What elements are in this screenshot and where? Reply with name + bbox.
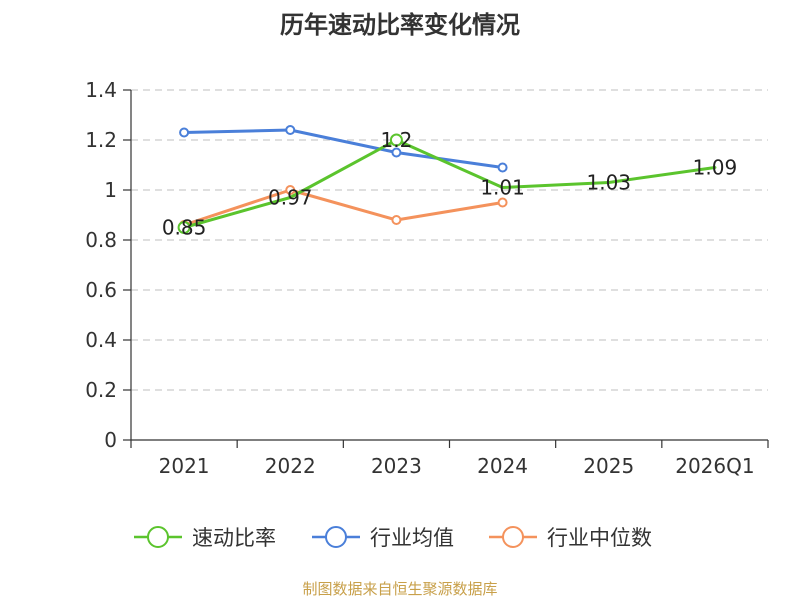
x-tick-label-2022: 2022 bbox=[265, 454, 316, 478]
legend-item-2[interactable]: 行业中位数 bbox=[489, 526, 652, 550]
series-line-1 bbox=[182, 128, 505, 169]
point-1-2023[interactable] bbox=[391, 147, 402, 158]
data-label-2023: 1.2 bbox=[381, 128, 413, 152]
legend-label-2: 行业中位数 bbox=[547, 526, 652, 550]
legend-label-0: 速动比率 bbox=[192, 526, 276, 550]
data-label-2021: 0.85 bbox=[162, 216, 207, 240]
legend-item-1[interactable]: 行业均值 bbox=[312, 526, 454, 550]
point-1-2021[interactable] bbox=[179, 127, 190, 138]
axes: 0 0.2 0.4 0.6 0.8 1 1.2 1.4 2021 2022 2023 2024 2025… bbox=[85, 78, 769, 478]
data-label-2025: 1.03 bbox=[586, 171, 631, 195]
data-labels: 0.85 0.97 1.2 1.01 1.03 1.09 bbox=[162, 128, 737, 240]
x-tick-label-2026Q1: 2026Q1 bbox=[675, 454, 754, 478]
y-tick-label-2: 0.4 bbox=[85, 328, 117, 352]
legend-item-0[interactable]: 速动比率 bbox=[134, 526, 276, 550]
y-tick-label-1: 0.2 bbox=[85, 378, 117, 402]
y-tick-label-4: 0.8 bbox=[85, 228, 117, 252]
series-2 bbox=[179, 185, 508, 230]
series-line-2 bbox=[182, 188, 505, 227]
y-tick-label-3: 0.6 bbox=[85, 278, 117, 302]
legend-marker-2 bbox=[502, 526, 524, 548]
data-label-2024: 1.01 bbox=[480, 176, 525, 200]
source-note: 制图数据来自恒生聚源数据库 bbox=[302, 580, 497, 598]
series-line-0 bbox=[182, 138, 717, 229]
legend[interactable]: 速动比率 行业均值 行业中位数 bbox=[134, 526, 652, 550]
x-tick-label-2025: 2025 bbox=[583, 454, 634, 478]
series-1 bbox=[179, 125, 508, 173]
legend-marker-1 bbox=[325, 526, 347, 548]
data-label-2026Q1: 1.09 bbox=[693, 156, 738, 180]
y-tick-label-0: 0 bbox=[104, 428, 117, 452]
point-1-2024[interactable] bbox=[497, 162, 508, 173]
legend-marker-0 bbox=[147, 526, 169, 548]
x-tick-label-2021: 2021 bbox=[159, 454, 210, 478]
grid-lines bbox=[131, 89, 768, 391]
point-1-2022[interactable] bbox=[285, 125, 296, 135]
y-tick-label-6: 1.2 bbox=[85, 128, 117, 152]
x-tick-label-2024: 2024 bbox=[477, 454, 528, 478]
point-0-2023[interactable] bbox=[389, 133, 403, 147]
y-tick-label-7: 1.4 bbox=[85, 78, 117, 102]
point-0-2021[interactable] bbox=[177, 221, 191, 234]
chart-title: 历年速动比率变化情况 bbox=[280, 11, 520, 39]
data-label-2022: 0.97 bbox=[268, 186, 313, 210]
series-0 bbox=[177, 133, 717, 234]
point-2-2023[interactable] bbox=[391, 215, 402, 225]
legend-label-1: 行业均值 bbox=[370, 526, 454, 550]
series-layer: 0.85 0.97 1.2 1.01 1.03 1.09 bbox=[162, 125, 737, 240]
point-2-2022[interactable] bbox=[285, 185, 296, 195]
x-tick-label-2023: 2023 bbox=[371, 454, 422, 478]
y-tick-label-5: 1 bbox=[104, 178, 117, 202]
point-2-2024[interactable] bbox=[497, 197, 508, 208]
